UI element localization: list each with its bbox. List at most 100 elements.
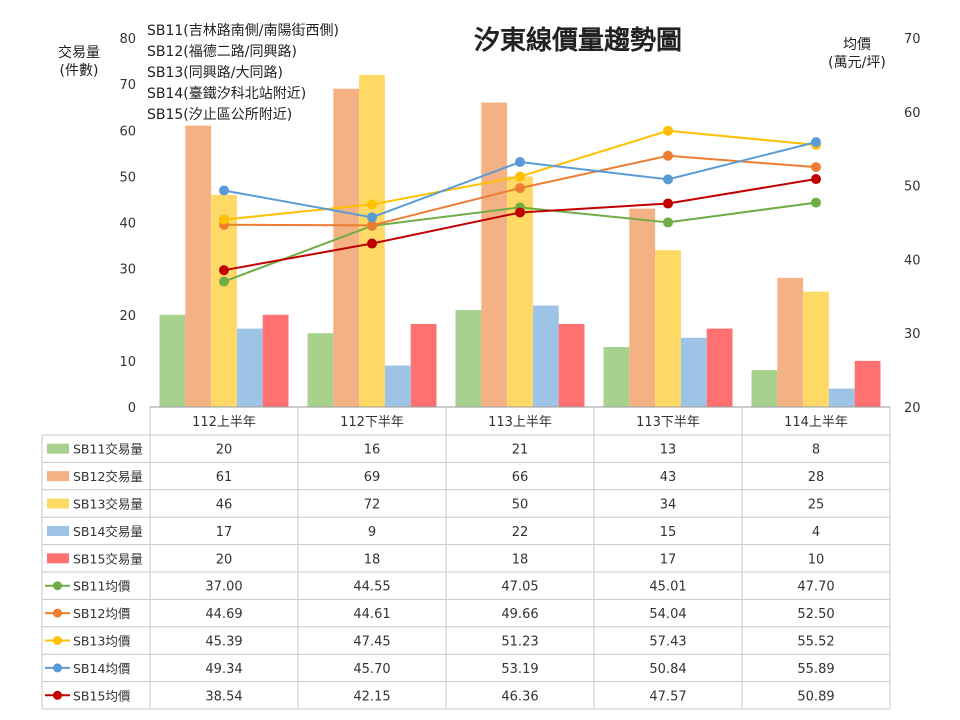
- legend-entry: SB15均價: [73, 688, 131, 703]
- data-label: 51.23: [501, 635, 538, 650]
- data-label: 49.66: [501, 607, 538, 622]
- data-label: 44.61: [353, 607, 390, 622]
- data-label: 66: [512, 470, 529, 485]
- left-axis-label-line1: 交易量: [58, 45, 100, 61]
- category-label: 113上半年: [488, 415, 552, 430]
- bar: [410, 323, 437, 407]
- bar: [558, 323, 585, 407]
- line-point: [515, 207, 525, 218]
- legend-entry: SB11均價: [73, 579, 131, 594]
- bar: [828, 388, 855, 407]
- station-note: SB14(臺鐵汐科北站附近): [147, 86, 307, 102]
- data-label: 10: [808, 552, 825, 567]
- bar: [455, 310, 482, 407]
- line-point: [663, 217, 673, 228]
- legend-key-bar: [47, 443, 69, 454]
- line-point: [219, 276, 229, 287]
- right-tick-label: 50: [904, 180, 921, 195]
- data-label: 46: [216, 498, 233, 513]
- data-label: 9: [368, 525, 376, 540]
- data-label: 72: [364, 498, 381, 513]
- legend-entry: SB13均價: [73, 634, 131, 649]
- data-label: 44.69: [205, 607, 242, 622]
- line-point: [367, 212, 377, 223]
- station-notes: SB11(吉林路南側/南陽街西側) SB12(福德二路/同興路) SB13(同興…: [147, 21, 339, 126]
- data-label: 17: [660, 552, 677, 567]
- line-point: [367, 220, 377, 231]
- line-point: [515, 171, 525, 182]
- data-label: 47.70: [797, 580, 834, 595]
- data-label: 18: [512, 552, 529, 567]
- data-label: 20: [216, 443, 233, 458]
- legend-entry: SB15交易量: [73, 551, 143, 566]
- bar: [185, 125, 212, 407]
- line-point: [663, 125, 673, 136]
- right-tick-label: 20: [904, 401, 921, 416]
- data-label: 61: [216, 470, 233, 485]
- data-label: 21: [512, 443, 529, 458]
- left-tick-label: 60: [119, 124, 136, 139]
- bar: [751, 370, 778, 407]
- data-label: 17: [216, 525, 233, 540]
- line-point: [663, 174, 673, 185]
- data-label: 54.04: [649, 607, 686, 622]
- bar: [236, 328, 263, 407]
- station-note: SB15(汐止區公所附近): [147, 107, 293, 123]
- legend-entry: SB11交易量: [73, 442, 143, 457]
- line-point: [367, 199, 377, 210]
- line-point: [219, 265, 229, 276]
- line-point: [367, 238, 377, 249]
- legend-entry: SB12均價: [73, 606, 131, 621]
- category-label: 112上半年: [192, 415, 256, 430]
- data-label: 69: [364, 470, 381, 485]
- station-note: SB13(同興路/大同路): [147, 65, 283, 81]
- line-point: [219, 214, 229, 225]
- data-label: 53.19: [501, 662, 538, 677]
- station-note: SB11(吉林路南側/南陽街西側): [147, 23, 339, 39]
- bar: [706, 328, 733, 407]
- data-label: 45.39: [205, 635, 242, 650]
- left-tick-label: 50: [119, 170, 136, 185]
- line-point: [515, 183, 525, 194]
- legend-entry: SB14交易量: [73, 524, 143, 539]
- right-axis-label-line1: 均價: [843, 37, 871, 53]
- bar: [629, 208, 656, 407]
- data-label: 34: [660, 498, 677, 513]
- bar: [680, 337, 707, 407]
- right-axis-label: 均價 (萬元/坪): [820, 36, 894, 72]
- data-label: 25: [808, 498, 825, 513]
- legend-key-bar: [47, 525, 69, 536]
- data-label: 50.84: [649, 662, 686, 677]
- legend-entry: SB14均價: [73, 661, 131, 676]
- data-label: 47.05: [501, 580, 538, 595]
- line-point: [219, 185, 229, 196]
- data-label: 57.43: [649, 635, 686, 650]
- right-tick-label: 30: [904, 327, 921, 342]
- data-label: 13: [660, 443, 677, 458]
- bar: [481, 102, 508, 407]
- data-label: 45.70: [353, 662, 390, 677]
- data-label: 16: [364, 443, 381, 458]
- data-label: 4: [812, 525, 820, 540]
- legend-key-marker: [53, 663, 62, 673]
- data-label: 38.54: [205, 689, 242, 704]
- legend-key-marker: [53, 608, 62, 618]
- data-label: 20: [216, 552, 233, 567]
- line-point: [663, 198, 673, 209]
- data-label: 46.36: [501, 689, 538, 704]
- data-label: 18: [364, 552, 381, 567]
- right-tick-label: 70: [904, 32, 921, 47]
- data-label: 42.15: [353, 689, 390, 704]
- left-tick-label: 10: [119, 355, 136, 370]
- category-label: 113下半年: [636, 415, 700, 430]
- category-label: 114上半年: [784, 415, 848, 430]
- left-axis-label-line2: (件數): [59, 63, 99, 79]
- right-axis-label-line2: (萬元/坪): [828, 55, 886, 71]
- left-tick-label: 20: [119, 309, 136, 324]
- data-label: 55.89: [797, 662, 834, 677]
- bar: [211, 194, 237, 407]
- bar: [307, 333, 334, 407]
- left-tick-label: 70: [119, 78, 136, 93]
- bar: [603, 347, 630, 407]
- legend-key-bar: [47, 471, 69, 482]
